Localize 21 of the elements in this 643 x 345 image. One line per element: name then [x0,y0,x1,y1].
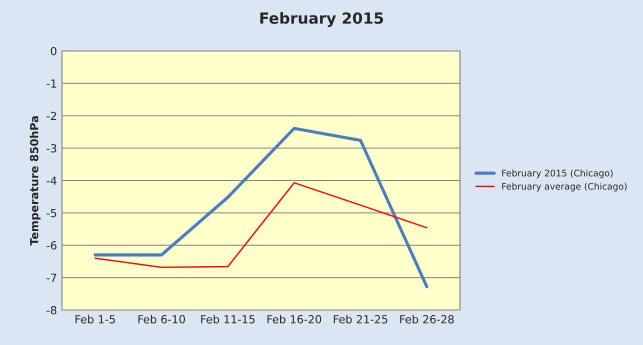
y-tick-label: -7 [46,274,56,282]
legend-label: February average (Chicago) [502,182,627,192]
x-tick-label: Feb 21-25 [334,314,388,324]
chart-title: February 2015 [260,12,384,27]
y-tick-label: -3 [46,144,56,153]
y-tick-label: -8 [46,306,56,314]
x-tick-label: Feb 26-28 [400,314,454,324]
x-tick-label: Feb 6-10 [138,314,185,324]
legend-label: February 2015 (Chicago) [502,170,613,178]
y-tick-label: -4 [46,176,57,185]
x-tick-label: Feb 11-15 [201,314,255,324]
y-tick-label: -6 [46,241,56,250]
line-series [94,126,428,288]
y-tick-label: 0 [50,46,56,56]
y-tick-label: -1 [46,79,56,88]
x-tick-label: Feb 1-5 [76,314,115,324]
y-axis-title: Temperature 850hPa [30,116,41,246]
line-series [94,182,428,268]
y-tick-label: -2 [46,112,56,120]
x-tick-label: Feb 16-20 [268,314,322,324]
y-tick-label: -5 [46,208,56,218]
